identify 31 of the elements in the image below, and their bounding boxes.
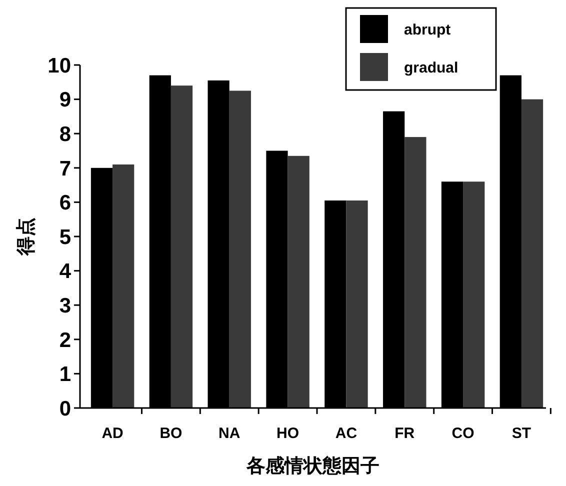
y-tick-label: 10 — [48, 54, 71, 78]
x-tick-label: AD — [102, 425, 124, 442]
legend-label: abrupt — [404, 21, 451, 38]
y-tick-label: 8 — [59, 122, 72, 146]
y-tick-label: 7 — [59, 157, 71, 180]
y-tick-label: 5 — [59, 226, 72, 249]
y-tick-label: 9 — [59, 88, 71, 112]
bar — [229, 90, 251, 408]
y-axis-title: 得点 — [15, 218, 37, 256]
bar — [404, 137, 426, 408]
x-tick-label: BO — [160, 425, 183, 442]
x-tick-label: CO — [452, 425, 475, 442]
y-tick-label: 6 — [59, 192, 71, 215]
x-axis-title: 各感情状態因子 — [246, 455, 380, 477]
legend-label: gradual — [404, 59, 458, 76]
y-tick-label: 4 — [59, 260, 72, 284]
bar — [112, 164, 134, 408]
bar — [463, 182, 485, 408]
y-tick-label: 1 — [59, 363, 72, 386]
bar — [346, 200, 368, 408]
y-tick-label: 2 — [59, 328, 71, 352]
x-tick-label: NA — [218, 425, 240, 442]
y-tick-label: 0 — [59, 397, 71, 420]
x-tick-label: FR — [394, 425, 415, 442]
x-tick-label: HO — [276, 425, 300, 442]
bar — [170, 86, 193, 408]
bar — [521, 99, 544, 408]
bar — [288, 156, 310, 408]
x-tick-label: AC — [335, 425, 358, 442]
y-tick-label: 3 — [59, 294, 71, 318]
x-tick-label: ST — [512, 425, 532, 442]
